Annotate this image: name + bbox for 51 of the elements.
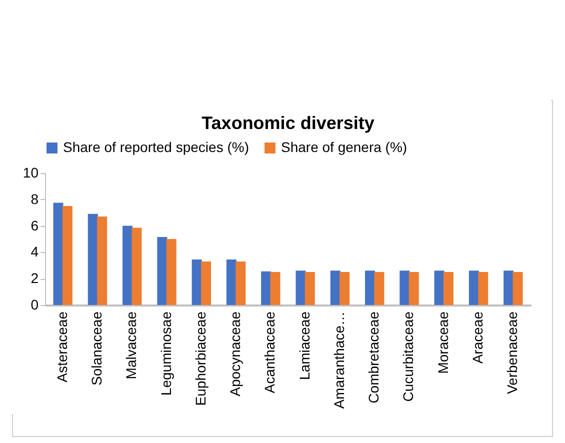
bar: [200, 261, 211, 305]
bar: [270, 272, 280, 305]
bar: [304, 272, 315, 305]
x-tick-label: Asteraceae: [54, 311, 70, 382]
bar: [122, 226, 133, 305]
bar: [261, 271, 272, 305]
x-tick-label: Leguminosae: [158, 311, 174, 396]
legend-label: Share of reported species (%): [63, 139, 249, 155]
bar: [192, 259, 202, 305]
bar: [166, 239, 176, 305]
bar: [330, 270, 340, 305]
x-tick-label: Cucurbitaceae: [400, 311, 416, 402]
bar: [400, 270, 410, 305]
bar: [88, 214, 98, 305]
bar: [468, 270, 479, 305]
legend-label: Share of genera (%): [281, 139, 408, 155]
bar: [443, 272, 454, 305]
x-tick-label: Moraceae: [434, 311, 451, 374]
chart-title: Taxonomic diversity: [202, 113, 374, 133]
bar: [512, 272, 523, 305]
x-tick-label: Euphorbiaceae: [192, 311, 208, 406]
bar: [236, 261, 246, 305]
y-tick-label: 0: [30, 296, 39, 312]
x-tick-label: Acanthaceae: [262, 311, 278, 394]
bar: [53, 202, 64, 305]
bar: [226, 259, 236, 305]
bar: [97, 216, 108, 305]
x-tick-label: Amaranthace…: [330, 312, 347, 409]
y-tick-label: 8: [30, 190, 39, 207]
bar: [62, 206, 72, 305]
y-tick-label: 4: [30, 244, 39, 260]
bar: [157, 237, 168, 305]
x-tick-label: Malvaceae: [123, 311, 140, 380]
bar: [340, 272, 350, 305]
bar: [408, 272, 419, 305]
bar: [296, 270, 306, 305]
bar: [374, 272, 384, 305]
x-tick-label: Apocynaceae: [227, 311, 244, 396]
x-tick-label: Combretaceae: [366, 311, 382, 404]
x-tick-label: Lamiaceae: [296, 311, 312, 380]
bar: [504, 270, 514, 305]
bar: [365, 270, 376, 305]
y-tick-label: 6: [30, 217, 39, 234]
x-tick-label: Araceae: [470, 311, 486, 364]
x-tick-label: Verbenaceae: [504, 311, 520, 394]
y-tick-label: 10: [22, 164, 39, 180]
x-tick-label: Solanaceae: [88, 311, 104, 386]
bar: [478, 272, 488, 305]
y-tick-label: 2: [30, 270, 39, 286]
bar: [434, 270, 444, 305]
bar: [132, 228, 142, 305]
